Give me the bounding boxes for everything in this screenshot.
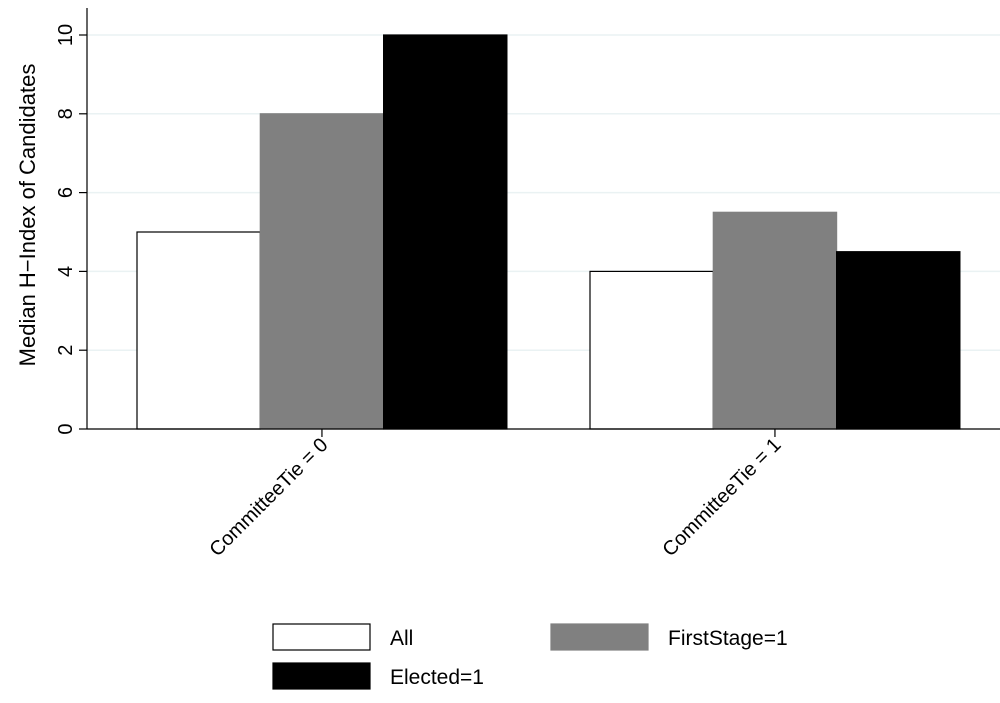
axes [86,8,1000,430]
legend-label: All [390,627,413,650]
bar [712,211,838,430]
y-tick-label: 10 [55,24,77,46]
legend-swatch [272,623,371,651]
y-tick-label: 4 [55,266,77,277]
legend-item: All [272,623,413,651]
y-tick-label: 6 [55,187,77,198]
legend-swatch [550,623,649,651]
y-tick-label: 8 [55,108,77,119]
y-tick-label: 0 [55,423,77,434]
legend-item: FirstStage=1 [550,623,788,651]
legend: All FirstStage=1 Elected=1 [272,623,788,690]
y-tick-label: 2 [55,345,77,356]
y-axis-title: Median H−Index of Candidates [15,64,40,367]
bar [136,231,261,430]
y-axis-ticks: 0 2 4 6 8 10 [55,24,87,435]
bar [383,34,508,430]
legend-swatch [272,662,371,690]
legend-item: Elected=1 [272,662,484,690]
legend-label: Elected=1 [390,666,484,689]
bar [589,270,714,430]
bar [259,113,385,430]
bars [136,34,961,430]
bar [835,251,961,430]
legend-label: FirstStage=1 [668,627,788,650]
